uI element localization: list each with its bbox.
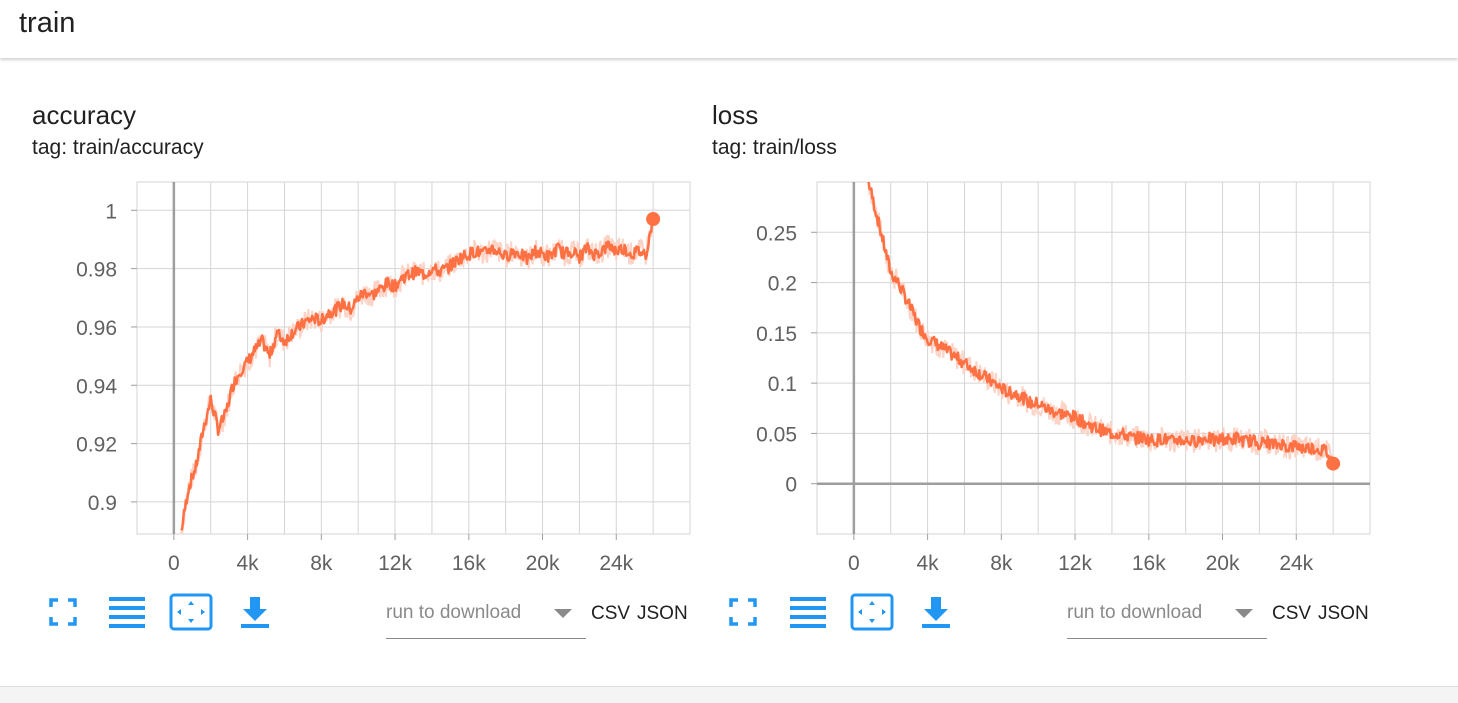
y-tick-label: 0.98	[76, 259, 117, 282]
toggle-log-scale-icon	[790, 597, 826, 628]
chart-tag: tag: train/loss	[712, 136, 837, 159]
x-tick-label: 12k	[378, 552, 412, 575]
smoothed-series-line	[180, 216, 654, 531]
y-tick-label: 0.9	[88, 492, 117, 515]
x-tick-label: 8k	[310, 552, 333, 575]
fit-domain-button[interactable]	[168, 590, 214, 634]
series-group	[867, 182, 1335, 465]
run-select[interactable]: run to download	[1067, 588, 1267, 639]
y-tick-label: 0.05	[756, 423, 797, 446]
loss-chart[interactable]: 0 4k 8k 12k 16k 20k 24k 0 0.05 0.1 0.15 0.2 0.25	[712, 100, 1392, 590]
fullscreen-button[interactable]	[46, 590, 80, 634]
x-tick-label: 20k	[1206, 552, 1240, 575]
download-icon	[922, 597, 950, 628]
raw-series-line	[180, 215, 655, 534]
fit-domain-button[interactable]	[849, 590, 895, 634]
fullscreen-icon	[49, 598, 77, 626]
x-tick-label: 4k	[917, 552, 940, 575]
last-point-marker	[646, 212, 661, 227]
y-tick-label: 1	[105, 200, 117, 223]
toggle-log-scale-button[interactable]	[788, 590, 828, 634]
csv-download-link[interactable]: CSV	[1272, 603, 1312, 624]
fit-domain-icon	[850, 593, 894, 631]
y-tick-label: 0.2	[768, 273, 797, 296]
plot-frame	[136, 181, 691, 535]
download-image-button[interactable]	[919, 590, 953, 634]
smoothed-series-line	[867, 182, 1335, 465]
x-tick-label: 12k	[1058, 552, 1092, 575]
y-tick-label: 0	[785, 474, 797, 497]
y-tick-label: 0.94	[76, 375, 117, 398]
x-tick-label: 24k	[1279, 552, 1313, 575]
run-select-placeholder: run to download	[386, 602, 522, 623]
run-select[interactable]: run to download	[386, 588, 586, 639]
x-tick-label: 0	[848, 552, 860, 575]
x-tick-label: 8k	[990, 552, 1013, 575]
fullscreen-icon	[729, 598, 757, 626]
last-point-marker	[1326, 456, 1341, 471]
chart-tag: tag: train/accuracy	[32, 136, 204, 159]
app-header: train	[0, 0, 1458, 58]
y-tick-label: 0.96	[76, 317, 117, 340]
y-tick-label: 0.1	[768, 373, 797, 396]
footer-divider	[0, 686, 1458, 703]
json-download-link[interactable]: JSON	[1318, 603, 1369, 624]
raw-series-line	[867, 182, 1334, 465]
fit-domain-icon	[169, 593, 213, 631]
json-download-link[interactable]: JSON	[637, 603, 688, 624]
run-select-placeholder: run to download	[1067, 602, 1203, 623]
y-tick-label: 0.15	[756, 323, 797, 346]
plot-frame	[816, 181, 1371, 535]
toggle-log-scale-icon	[109, 597, 145, 628]
x-tick-label: 20k	[526, 552, 560, 575]
series-group	[180, 215, 655, 534]
fullscreen-button[interactable]	[726, 590, 760, 634]
toggle-log-scale-button[interactable]	[107, 590, 147, 634]
chart-title: accuracy	[32, 100, 137, 130]
chart-title: loss	[712, 100, 759, 130]
download-icon	[241, 597, 269, 628]
y-tick-label: 0.25	[756, 222, 797, 245]
x-tick-label: 4k	[237, 552, 260, 575]
csv-download-link[interactable]: CSV	[591, 603, 631, 624]
x-tick-label: 24k	[599, 552, 633, 575]
section-title: train	[19, 7, 76, 39]
chart-card-loss: loss tag: train/loss 0 4k 8k 12k 16k 20k 24k 0 0…	[712, 100, 1392, 660]
x-tick-label: 16k	[452, 552, 486, 575]
dropdown-arrow-icon	[554, 609, 572, 618]
accuracy-chart[interactable]: 0 4k 8k 12k 16k 20k 24k 0.9 0.92 0.94 0.96 0.98 1	[32, 100, 712, 590]
x-tick-label: 0	[168, 552, 180, 575]
grid-lines	[136, 182, 691, 534]
chart-card-accuracy: accuracy tag: train/accuracy 0 4k 8k 12k 16k…	[32, 100, 712, 660]
x-tick-label: 16k	[1132, 552, 1166, 575]
y-tick-label: 0.92	[76, 434, 117, 457]
dropdown-arrow-icon	[1235, 609, 1253, 618]
grid-lines	[816, 181, 1371, 535]
download-image-button[interactable]	[238, 590, 272, 634]
